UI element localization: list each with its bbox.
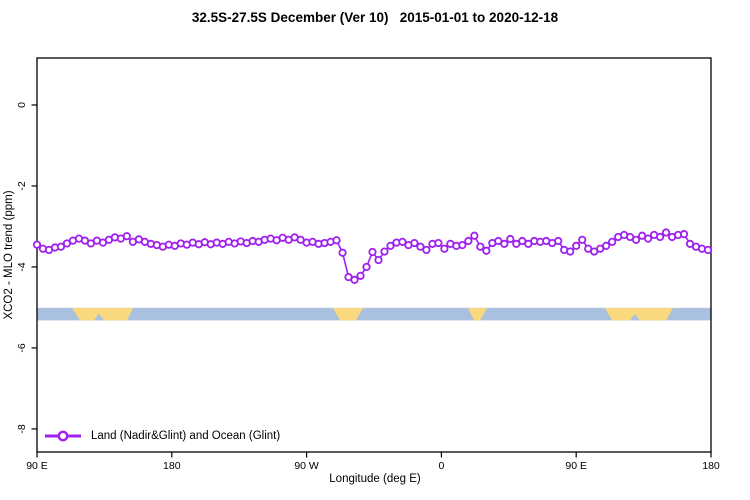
y-tick-label: -2 <box>16 181 28 190</box>
ocean-notch <box>629 314 641 321</box>
data-point-marker <box>578 235 587 244</box>
data-point-marker <box>368 247 377 257</box>
x-tick-label: 180 <box>163 460 181 472</box>
data-point-marker <box>554 236 563 246</box>
data-point-marker <box>350 275 359 285</box>
x-tick-label: 90 E <box>26 460 48 472</box>
data-point-marker <box>464 236 473 246</box>
data-point-marker <box>632 235 641 244</box>
data-point-marker <box>458 240 467 250</box>
legend-marker-icon <box>45 430 81 442</box>
data-point-marker <box>416 242 425 251</box>
data-point-marker <box>482 246 491 255</box>
data-point-marker <box>602 241 611 250</box>
land-ocean-strip <box>37 307 711 321</box>
data-point-marker <box>655 232 665 242</box>
y-tick-label: -6 <box>16 343 28 352</box>
data-point-marker <box>566 247 575 256</box>
data-point-marker <box>608 237 617 246</box>
data-point-marker <box>703 245 713 255</box>
data-point-marker <box>410 238 419 248</box>
x-tick-label: 180 <box>702 460 720 472</box>
ocean-notch <box>93 313 104 321</box>
y-tick-label: -8 <box>16 424 28 433</box>
data-point-marker <box>506 234 515 244</box>
data-point-marker <box>356 271 365 280</box>
data-point-marker <box>679 230 689 239</box>
data-point-marker <box>122 232 131 241</box>
y-tick-label: 0 <box>16 102 28 108</box>
chart-title: 32.5S-27.5S December (Ver 10) 2015-01-01… <box>191 10 559 25</box>
land-patch <box>72 307 134 321</box>
plot-frame <box>36 57 712 453</box>
legend: Land (Nadir&Glint) and Ocean (Glint) <box>44 429 280 443</box>
data-point-marker <box>476 242 485 251</box>
data-point-marker <box>32 240 42 249</box>
data-point-marker <box>398 237 407 246</box>
data-point-marker <box>56 242 66 251</box>
data-point-marker <box>332 236 341 245</box>
axes: 90 E 180 90 W 0 90 E 180 0 -2 -4 -6 -8 <box>16 57 720 472</box>
data-point-marker <box>643 234 653 243</box>
data-point-marker <box>374 255 383 265</box>
x-tick-label: 0 <box>438 460 444 472</box>
y-tick-label: -4 <box>16 262 28 271</box>
legend-label: Land (Nadir&Glint) and Ocean (Glint) <box>91 430 281 442</box>
x-tick-label: 90 W <box>294 460 319 472</box>
data-point-marker <box>386 241 395 250</box>
land-patch <box>468 307 488 321</box>
data-point-marker <box>500 239 509 248</box>
data-point-marker <box>380 247 389 256</box>
x-axis-label: Longitude (deg E) <box>329 473 421 485</box>
data-point-marker <box>440 244 449 253</box>
land-patch <box>604 307 674 321</box>
data-point-marker <box>470 231 479 240</box>
data-point-marker <box>661 228 671 237</box>
land-patch <box>332 307 364 321</box>
data-series <box>32 228 713 285</box>
data-point-marker <box>572 241 581 250</box>
data-point-marker <box>362 262 371 272</box>
x-tick-label: 90 E <box>565 460 587 472</box>
data-point-marker <box>434 238 443 248</box>
data-point-marker <box>422 245 431 255</box>
ocean-band <box>37 307 711 321</box>
data-point-marker <box>338 248 347 257</box>
